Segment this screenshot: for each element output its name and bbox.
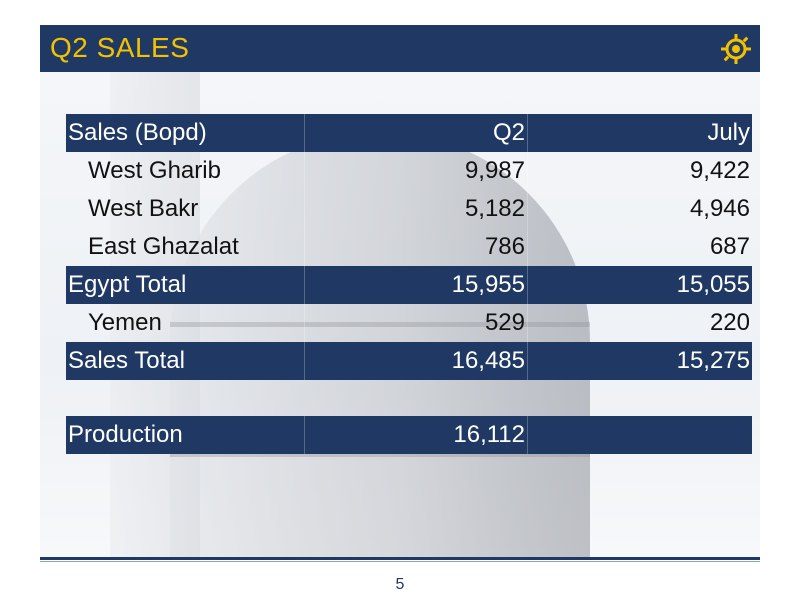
sun-gear-logo-icon <box>721 34 751 64</box>
slide-title: Q2 SALES <box>50 32 190 63</box>
table-header-row: Sales (Bopd) Q2 July <box>66 114 752 152</box>
row-july: 15,275 <box>527 342 752 380</box>
production-row: Production 16,112 <box>66 416 752 454</box>
table-row: East Ghazalat 786 687 <box>66 228 752 266</box>
row-july: 4,946 <box>527 190 752 228</box>
row-label: West Gharib <box>88 157 221 184</box>
footer-rule-thin <box>40 561 760 562</box>
row-q2: 15,955 <box>304 266 528 304</box>
production-label: Production <box>66 416 305 454</box>
row-q2: 529 <box>304 304 528 342</box>
row-july: 687 <box>527 228 752 266</box>
row-label: East Ghazalat <box>88 233 239 260</box>
footer-rule <box>40 557 760 560</box>
table-spacer <box>66 380 752 416</box>
row-july: 220 <box>527 304 752 342</box>
row-july: 15,055 <box>527 266 752 304</box>
header-july: July <box>527 114 752 152</box>
row-july: 9,422 <box>527 152 752 190</box>
row-q2: 5,182 <box>304 190 528 228</box>
tank-band <box>170 452 590 457</box>
table-row: West Gharib 9,987 9,422 <box>66 152 752 190</box>
row-label: Yemen <box>88 309 162 336</box>
production-q2: 16,112 <box>304 416 528 454</box>
page-number: 5 <box>395 576 405 593</box>
row-q2: 786 <box>304 228 528 266</box>
row-label: Sales Total <box>66 342 305 380</box>
table-total-row: Sales Total 16,485 15,275 <box>66 342 752 380</box>
row-label: West Bakr <box>88 195 199 222</box>
table-total-row: Egypt Total 15,955 15,055 <box>66 266 752 304</box>
title-bar: Q2 SALES <box>40 25 760 72</box>
row-q2: 9,987 <box>304 152 528 190</box>
sales-table: Sales (Bopd) Q2 July West Gharib 9,987 9… <box>66 114 752 454</box>
header-q2: Q2 <box>304 114 528 152</box>
header-label: Sales (Bopd) <box>66 114 305 152</box>
table-row: Yemen 529 220 <box>66 304 752 342</box>
production-july <box>527 416 752 454</box>
row-label: Egypt Total <box>66 266 305 304</box>
row-q2: 16,485 <box>304 342 528 380</box>
table-row: West Bakr 5,182 4,946 <box>66 190 752 228</box>
